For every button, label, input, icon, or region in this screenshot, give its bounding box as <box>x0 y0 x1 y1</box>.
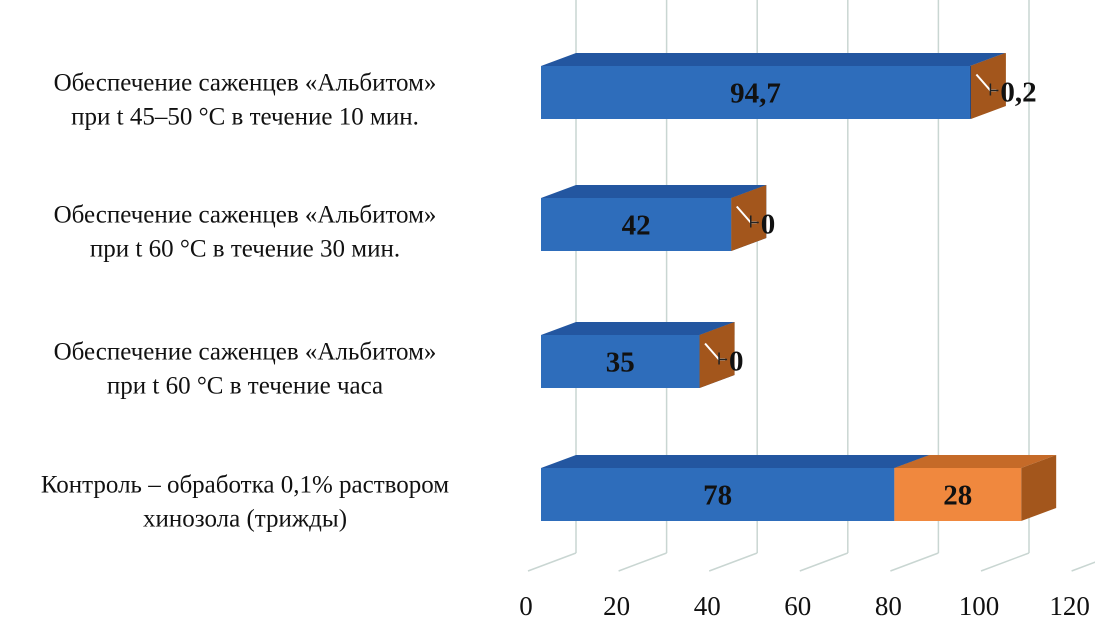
bar-series2-4-side <box>1021 455 1057 521</box>
data-label-series2: 0 <box>761 209 776 241</box>
bar-series1-2-front <box>541 198 732 251</box>
data-label-series2: 0,2 <box>1000 77 1036 109</box>
bar-series2-2 <box>731 185 767 251</box>
floor-gridline-80 <box>890 552 939 572</box>
leader-line <box>718 352 728 365</box>
bar-series2-4-front <box>894 468 1022 521</box>
bar-series2-1 <box>969 53 1006 119</box>
x-tick-label: 100 <box>959 591 1000 619</box>
floor-gridline-20 <box>618 552 667 572</box>
bar-series2-3 <box>699 322 735 388</box>
labels: 0 20 40 60 80 100 120 94,7 0,2 Обеспечение саженц… <box>41 70 1090 619</box>
x-tick-label: 120 <box>1049 591 1090 619</box>
bar-series2-4-top <box>894 455 1057 468</box>
bar-series1-4-top <box>541 455 930 468</box>
bar-series2-1-top <box>969 53 1006 66</box>
floor-gridline-100 <box>980 552 1030 572</box>
bar-series2-2-side <box>731 185 767 251</box>
leader-line <box>750 215 759 228</box>
leader-line <box>989 83 999 96</box>
bar-series1-4 <box>541 455 930 521</box>
data-label-series1: 78 <box>703 480 732 512</box>
bar-series1-1-top <box>541 53 1005 66</box>
category-label: при t 60 °С в течение 30 мин. <box>90 236 400 263</box>
x-tick-label: 40 <box>694 591 721 619</box>
floor-gridline-40 <box>708 552 758 572</box>
bar-series1-1-front <box>541 66 970 119</box>
data-label-series1: 42 <box>622 210 651 242</box>
data-label-series1: 94,7 <box>730 78 781 110</box>
floor-gridline-60 <box>799 552 849 572</box>
bar-series2-1-side <box>970 53 1006 119</box>
x-tick-label: 0 <box>519 591 533 619</box>
category-label: хинозола (трижды) <box>143 506 347 533</box>
category-label: при t 60 °С в течение часа <box>107 373 383 400</box>
bars <box>541 53 1057 521</box>
bar-series1-1 <box>541 53 1005 119</box>
category-label: Контроль – обработка 0,1% раствором <box>41 472 449 499</box>
bar-series1-4-front <box>541 468 895 521</box>
category-label: Обеспечение саженцев «Альбитом» <box>54 202 437 229</box>
floor-gridline-0 <box>527 552 577 572</box>
bar-series2-4 <box>894 455 1057 521</box>
x-tick-label: 60 <box>784 591 811 619</box>
data-label-series2: 0 <box>729 346 744 378</box>
x-tick-label: 80 <box>875 591 902 619</box>
x-tick-label: 20 <box>603 591 630 619</box>
category-label: Обеспечение саженцев «Альбитом» <box>54 339 437 366</box>
category-label: при t 45–50 °С в течение 10 мин. <box>71 104 419 131</box>
bar-series1-2-top <box>541 185 767 198</box>
bar-series1-3-top <box>541 322 735 335</box>
data-label-series1: 35 <box>606 347 635 379</box>
data-label-series2: 28 <box>943 480 972 512</box>
category-label: Обеспечение саженцев «Альбитом» <box>54 70 437 97</box>
bar-series1-3-front <box>541 335 700 388</box>
bar-series2-3-side <box>699 322 735 388</box>
floor-gridline-120 <box>1071 561 1095 572</box>
